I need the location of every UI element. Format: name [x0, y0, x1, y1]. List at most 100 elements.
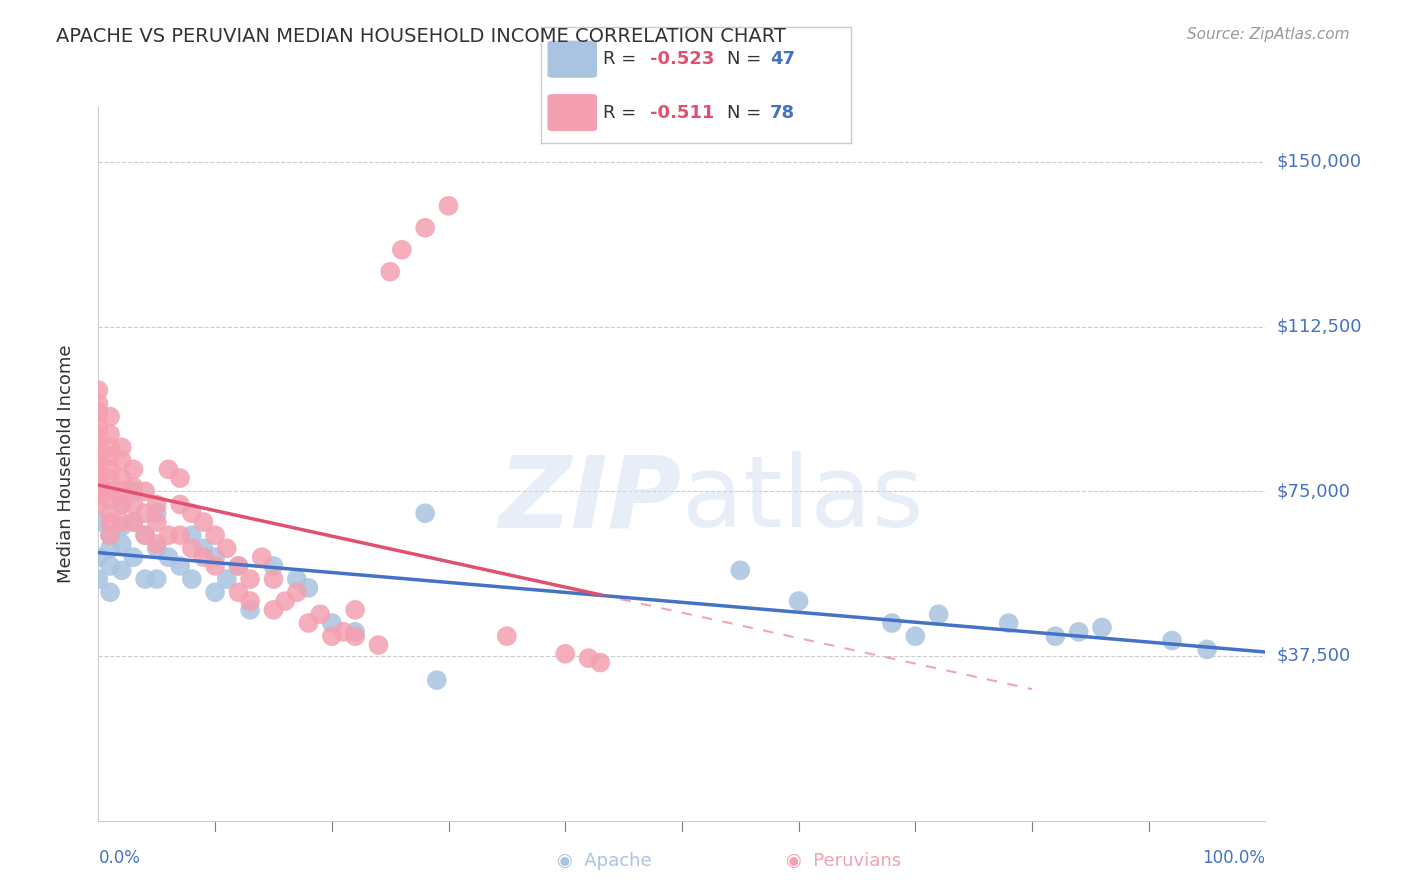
Point: [554, 647, 576, 661]
Point: [426, 673, 449, 687]
FancyBboxPatch shape: [547, 41, 598, 78]
Point: [928, 607, 950, 622]
Text: atlas: atlas: [682, 451, 924, 548]
Point: [193, 541, 215, 556]
Point: [297, 615, 319, 630]
Point: [146, 506, 169, 520]
Point: [111, 537, 134, 551]
Point: [98, 558, 121, 573]
Point: [87, 384, 110, 398]
Point: [157, 528, 180, 542]
Point: [904, 629, 927, 643]
Text: 47: 47: [770, 50, 796, 68]
FancyBboxPatch shape: [547, 94, 598, 131]
Point: [169, 528, 191, 542]
Point: [193, 515, 215, 529]
Point: [262, 572, 284, 586]
Point: [1067, 624, 1090, 639]
Point: [87, 515, 110, 529]
Point: [262, 603, 284, 617]
Point: [146, 541, 169, 556]
Point: [180, 572, 202, 586]
Point: [87, 498, 110, 512]
Point: [204, 528, 226, 542]
Point: [193, 550, 215, 565]
Point: [413, 220, 436, 235]
Point: [239, 603, 262, 617]
Point: [180, 528, 202, 542]
Text: ◉  Apache: ◉ Apache: [557, 852, 652, 870]
Point: [285, 585, 308, 599]
Point: [98, 493, 121, 508]
Point: [111, 519, 134, 533]
Point: [98, 449, 121, 463]
Point: [344, 603, 367, 617]
Point: [228, 585, 250, 599]
Point: [228, 558, 250, 573]
Point: [87, 471, 110, 485]
Point: [344, 629, 367, 643]
Point: [111, 498, 134, 512]
Point: [111, 453, 134, 467]
Point: [111, 563, 134, 577]
Point: [169, 558, 191, 573]
Point: [380, 265, 402, 279]
Point: [413, 506, 436, 520]
Point: [98, 484, 121, 499]
Point: [87, 449, 110, 463]
Point: [87, 462, 110, 476]
Point: [111, 498, 134, 512]
Point: [239, 594, 262, 608]
Point: [98, 506, 121, 520]
Point: [1045, 629, 1067, 643]
Point: [250, 550, 273, 565]
Text: 78: 78: [770, 103, 796, 121]
Point: [134, 528, 156, 542]
Text: N =: N =: [727, 50, 766, 68]
Point: [98, 427, 121, 442]
Text: $37,500: $37,500: [1277, 647, 1351, 665]
Text: N =: N =: [727, 103, 766, 121]
Point: [344, 624, 367, 639]
Point: [87, 405, 110, 419]
Point: [578, 651, 600, 665]
Point: [787, 594, 810, 608]
Point: [228, 558, 250, 573]
Text: 100.0%: 100.0%: [1202, 849, 1265, 867]
Point: [204, 585, 226, 599]
Point: [122, 550, 145, 565]
Point: [87, 396, 110, 410]
Point: [134, 572, 156, 586]
Text: ◉  Peruvians: ◉ Peruvians: [786, 852, 901, 870]
Text: $112,500: $112,500: [1277, 318, 1362, 335]
Point: [98, 462, 121, 476]
Point: [496, 629, 519, 643]
Text: -0.511: -0.511: [650, 103, 714, 121]
Text: $150,000: $150,000: [1277, 153, 1361, 171]
Point: [730, 563, 752, 577]
Point: [87, 480, 110, 494]
Point: [367, 638, 389, 652]
Point: [98, 585, 121, 599]
Text: R =: R =: [603, 50, 643, 68]
Text: R =: R =: [603, 103, 648, 121]
Point: [87, 572, 110, 586]
Point: [146, 572, 169, 586]
Point: [1161, 633, 1184, 648]
Point: [215, 541, 238, 556]
Point: [262, 558, 284, 573]
Text: -0.523: -0.523: [650, 50, 714, 68]
Point: [169, 471, 191, 485]
Point: [98, 528, 121, 542]
Point: [98, 528, 121, 542]
Point: [1195, 642, 1218, 657]
Point: [309, 607, 332, 622]
Point: [87, 550, 110, 565]
Text: APACHE VS PERUVIAN MEDIAN HOUSEHOLD INCOME CORRELATION CHART: APACHE VS PERUVIAN MEDIAN HOUSEHOLD INCO…: [56, 27, 786, 45]
Point: [111, 515, 134, 529]
Point: [134, 484, 156, 499]
Point: [146, 515, 169, 529]
Point: [134, 528, 156, 542]
Point: [180, 541, 202, 556]
Point: [285, 572, 308, 586]
